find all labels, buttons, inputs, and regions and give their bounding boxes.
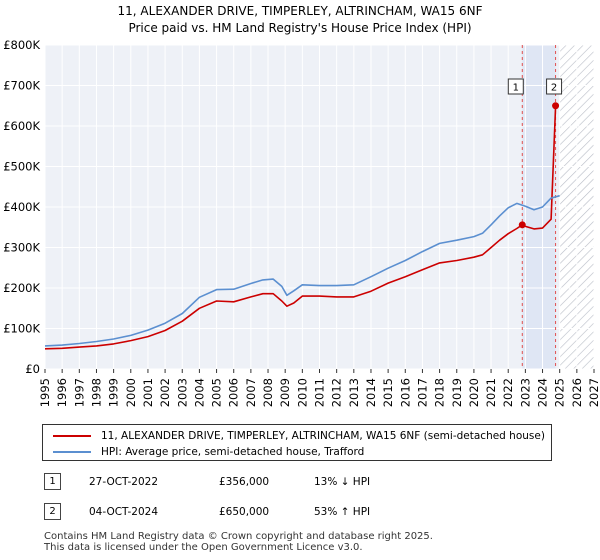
attribution-line-1: Contains HM Land Registry data © Crown c…: [44, 531, 433, 542]
x-tick-label: 1996: [55, 378, 69, 407]
x-tick-label: 2013: [347, 378, 361, 407]
legend-hpi-swatch: [53, 451, 91, 453]
y-tick-label: £600K: [3, 119, 40, 133]
y-tick-label: £700K: [3, 79, 40, 93]
x-tick-label: 2017: [415, 378, 429, 407]
sale-date: 04-OCT-2024: [89, 506, 158, 518]
sale-price: £356,000: [219, 476, 270, 488]
y-tick-label: £300K: [3, 241, 40, 255]
sale-hpi-diff: 13% ↓ HPI: [314, 476, 371, 488]
x-tick-label: 2004: [192, 378, 206, 407]
x-tick-label: 2012: [330, 378, 344, 407]
x-tick-label: 1999: [107, 378, 121, 407]
x-tick-label: 2025: [553, 378, 567, 407]
x-tick-label: 2005: [210, 378, 224, 407]
x-tick-label: 2015: [381, 378, 395, 407]
sale-price: £650,000: [219, 506, 270, 518]
y-tick-label: £0: [25, 362, 40, 376]
y-tick-label: £500K: [3, 160, 40, 174]
x-tick-label: 2006: [227, 378, 241, 407]
legend-property-label: 11, ALEXANDER DRIVE, TIMPERLEY, ALTRINCH…: [101, 430, 545, 442]
chart-title: 11, ALEXANDER DRIVE, TIMPERLEY, ALTRINCH…: [118, 4, 483, 18]
x-tick-label: 2007: [244, 378, 258, 407]
x-tick-label: 2008: [261, 378, 275, 407]
annotation-box: [546, 78, 563, 95]
legend-property-swatch: [53, 435, 91, 437]
x-tick-label: 1998: [89, 378, 103, 407]
x-tick-label: 2018: [433, 378, 447, 407]
x-tick-label: 2026: [570, 378, 584, 407]
x-tick-label: 1997: [72, 378, 86, 407]
x-tick-label: 2024: [536, 378, 550, 407]
x-tick-label: 2002: [158, 378, 172, 407]
x-tick-label: 2000: [124, 378, 138, 407]
sale-badge: 2: [44, 503, 61, 520]
x-tick-label: 2023: [518, 378, 532, 407]
sale-point: [518, 221, 526, 229]
y-tick-label: £100K: [3, 322, 40, 336]
chart-legend: 11, ALEXANDER DRIVE, TIMPERLEY, ALTRINCH…: [42, 424, 552, 461]
x-tick-label: 2021: [484, 378, 498, 407]
annotation-label: 2: [551, 83, 557, 94]
x-tick-label: 2011: [313, 378, 327, 407]
property-price-line: [44, 105, 557, 350]
x-tick-label: 2003: [175, 378, 189, 407]
x-tick-label: 2016: [398, 378, 412, 407]
x-tick-label: 1995: [38, 378, 52, 407]
chart-subtitle: Price paid vs. HM Land Registry's House …: [128, 21, 471, 35]
y-tick-label: £200K: [3, 281, 40, 295]
x-tick-label: 2014: [364, 378, 378, 407]
sale-date: 27-OCT-2022: [89, 476, 158, 488]
attribution-line-2: This data is licensed under the Open Gov…: [44, 542, 363, 553]
annotation-label: 1: [513, 83, 519, 94]
x-tick-label: 2022: [501, 378, 515, 407]
annotation-box: [507, 78, 524, 95]
y-tick-label: £800K: [3, 38, 40, 52]
x-tick-label: 2001: [141, 378, 155, 407]
x-tick-label: 2027: [587, 378, 600, 407]
legend-hpi-label: HPI: Average price, semi-detached house,…: [101, 446, 365, 458]
price-chart: 11, ALEXANDER DRIVE, TIMPERLEY, ALTRINCH…: [3, 4, 600, 407]
x-tick-label: 2019: [450, 378, 464, 407]
x-tick-label: 2009: [278, 378, 292, 407]
y-tick-label: £400K: [3, 200, 40, 214]
attribution: Contains HM Land Registry data © Crown c…: [44, 531, 433, 553]
sale-point: [552, 102, 560, 110]
x-tick-label: 2020: [467, 378, 481, 407]
sale-hpi-diff: 53% ↑ HPI: [314, 506, 371, 518]
x-tick-label: 2010: [295, 378, 309, 407]
hpi-line: [44, 194, 560, 347]
sale-badge: 1: [44, 473, 61, 490]
